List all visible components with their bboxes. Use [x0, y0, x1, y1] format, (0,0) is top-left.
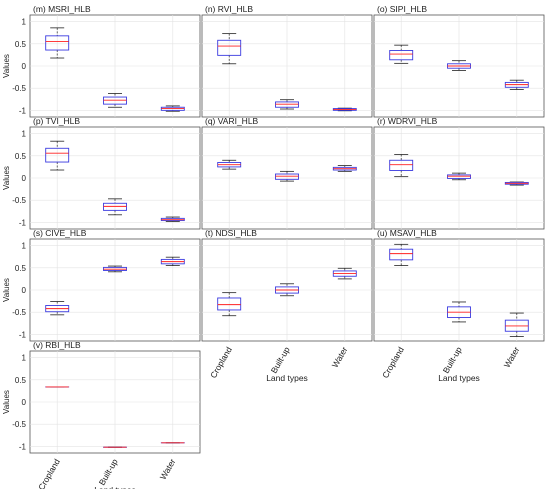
- panel-6-y-axis-label: Values: [2, 278, 11, 302]
- panel-8-xtick-label-2: Water: [502, 345, 522, 370]
- panel-0-y-axis-label: Values: [2, 54, 11, 78]
- panel-3-ytick-label-0: 1: [22, 130, 27, 139]
- panel-1-title: (n) RVI_HLB: [205, 4, 253, 14]
- panel-0-ytick-label-2: 0: [22, 62, 27, 71]
- panel-6-ytick-label-3: -0.5: [12, 308, 26, 317]
- panel-9-xtick-label-2: Water: [158, 457, 178, 482]
- panel-3-y-axis-label: Values: [2, 166, 11, 190]
- panel-9-ytick-label-0: 1: [22, 354, 27, 363]
- panel-2-title: (o) SIPI_HLB: [377, 4, 427, 14]
- panel-9-ytick-label-1: 0.5: [15, 376, 27, 385]
- panel-6-ytick-label-4: -1: [19, 330, 27, 339]
- panel-5-title: (r) WDRVI_HLB: [377, 116, 438, 126]
- panel-8-xtick-label-0: Cropland: [380, 345, 406, 380]
- panel-9-ytick-label-2: 0: [22, 398, 27, 407]
- panel-6-ytick-label-1: 0.5: [15, 264, 27, 273]
- panel-3-title: (p) TVI_HLB: [33, 116, 80, 126]
- panel-0-ytick-label-3: -0.5: [12, 84, 26, 93]
- panel-6-ytick-label-2: 0: [22, 286, 27, 295]
- panel-9-y-axis-label: Values: [2, 390, 11, 414]
- panel-3-ytick-label-1: 0.5: [15, 152, 27, 161]
- panel-7-xtick-label-1: Built-up: [269, 345, 292, 375]
- panel-3-ytick-label-4: -1: [19, 218, 27, 227]
- panel-8-title: (u) MSAVI_HLB: [377, 228, 437, 238]
- panel-7-xtick-label-2: Water: [330, 345, 350, 370]
- panel-0-title: (m) MSRI_HLB: [33, 4, 91, 14]
- panel-0-ytick-label-1: 0.5: [15, 40, 27, 49]
- panel-9-ytick-label-4: -1: [19, 442, 27, 451]
- panel-7-x-axis-label: Land types: [266, 373, 308, 383]
- panel-0-ytick-label-0: 1: [22, 18, 27, 27]
- panel-9-xtick-label-1: Built-up: [97, 457, 120, 487]
- panel-0-ytick-label-4: -1: [19, 106, 27, 115]
- panel-4-title: (q) VARI_HLB: [205, 116, 259, 126]
- panel-9-xtick-label-0: Cropland: [36, 457, 62, 489]
- panel-7-title: (t) NDSI_HLB: [205, 228, 257, 238]
- panel-9-ytick-label-3: -0.5: [12, 420, 26, 429]
- panel-9-x-axis-label: Land types: [94, 485, 136, 489]
- panel-3-ytick-label-2: 0: [22, 174, 27, 183]
- panel-7-xtick-label-0: Cropland: [208, 345, 234, 380]
- panel-9-title: (v) RBI_HLB: [33, 340, 81, 350]
- panel-8-x-axis-label: Land types: [438, 373, 480, 383]
- panel-6-title: (s) CIVE_HLB: [33, 228, 87, 238]
- panel-8-xtick-label-1: Built-up: [441, 345, 464, 375]
- panel-6-ytick-label-0: 1: [22, 242, 27, 251]
- panel-3-ytick-label-3: -0.5: [12, 196, 26, 205]
